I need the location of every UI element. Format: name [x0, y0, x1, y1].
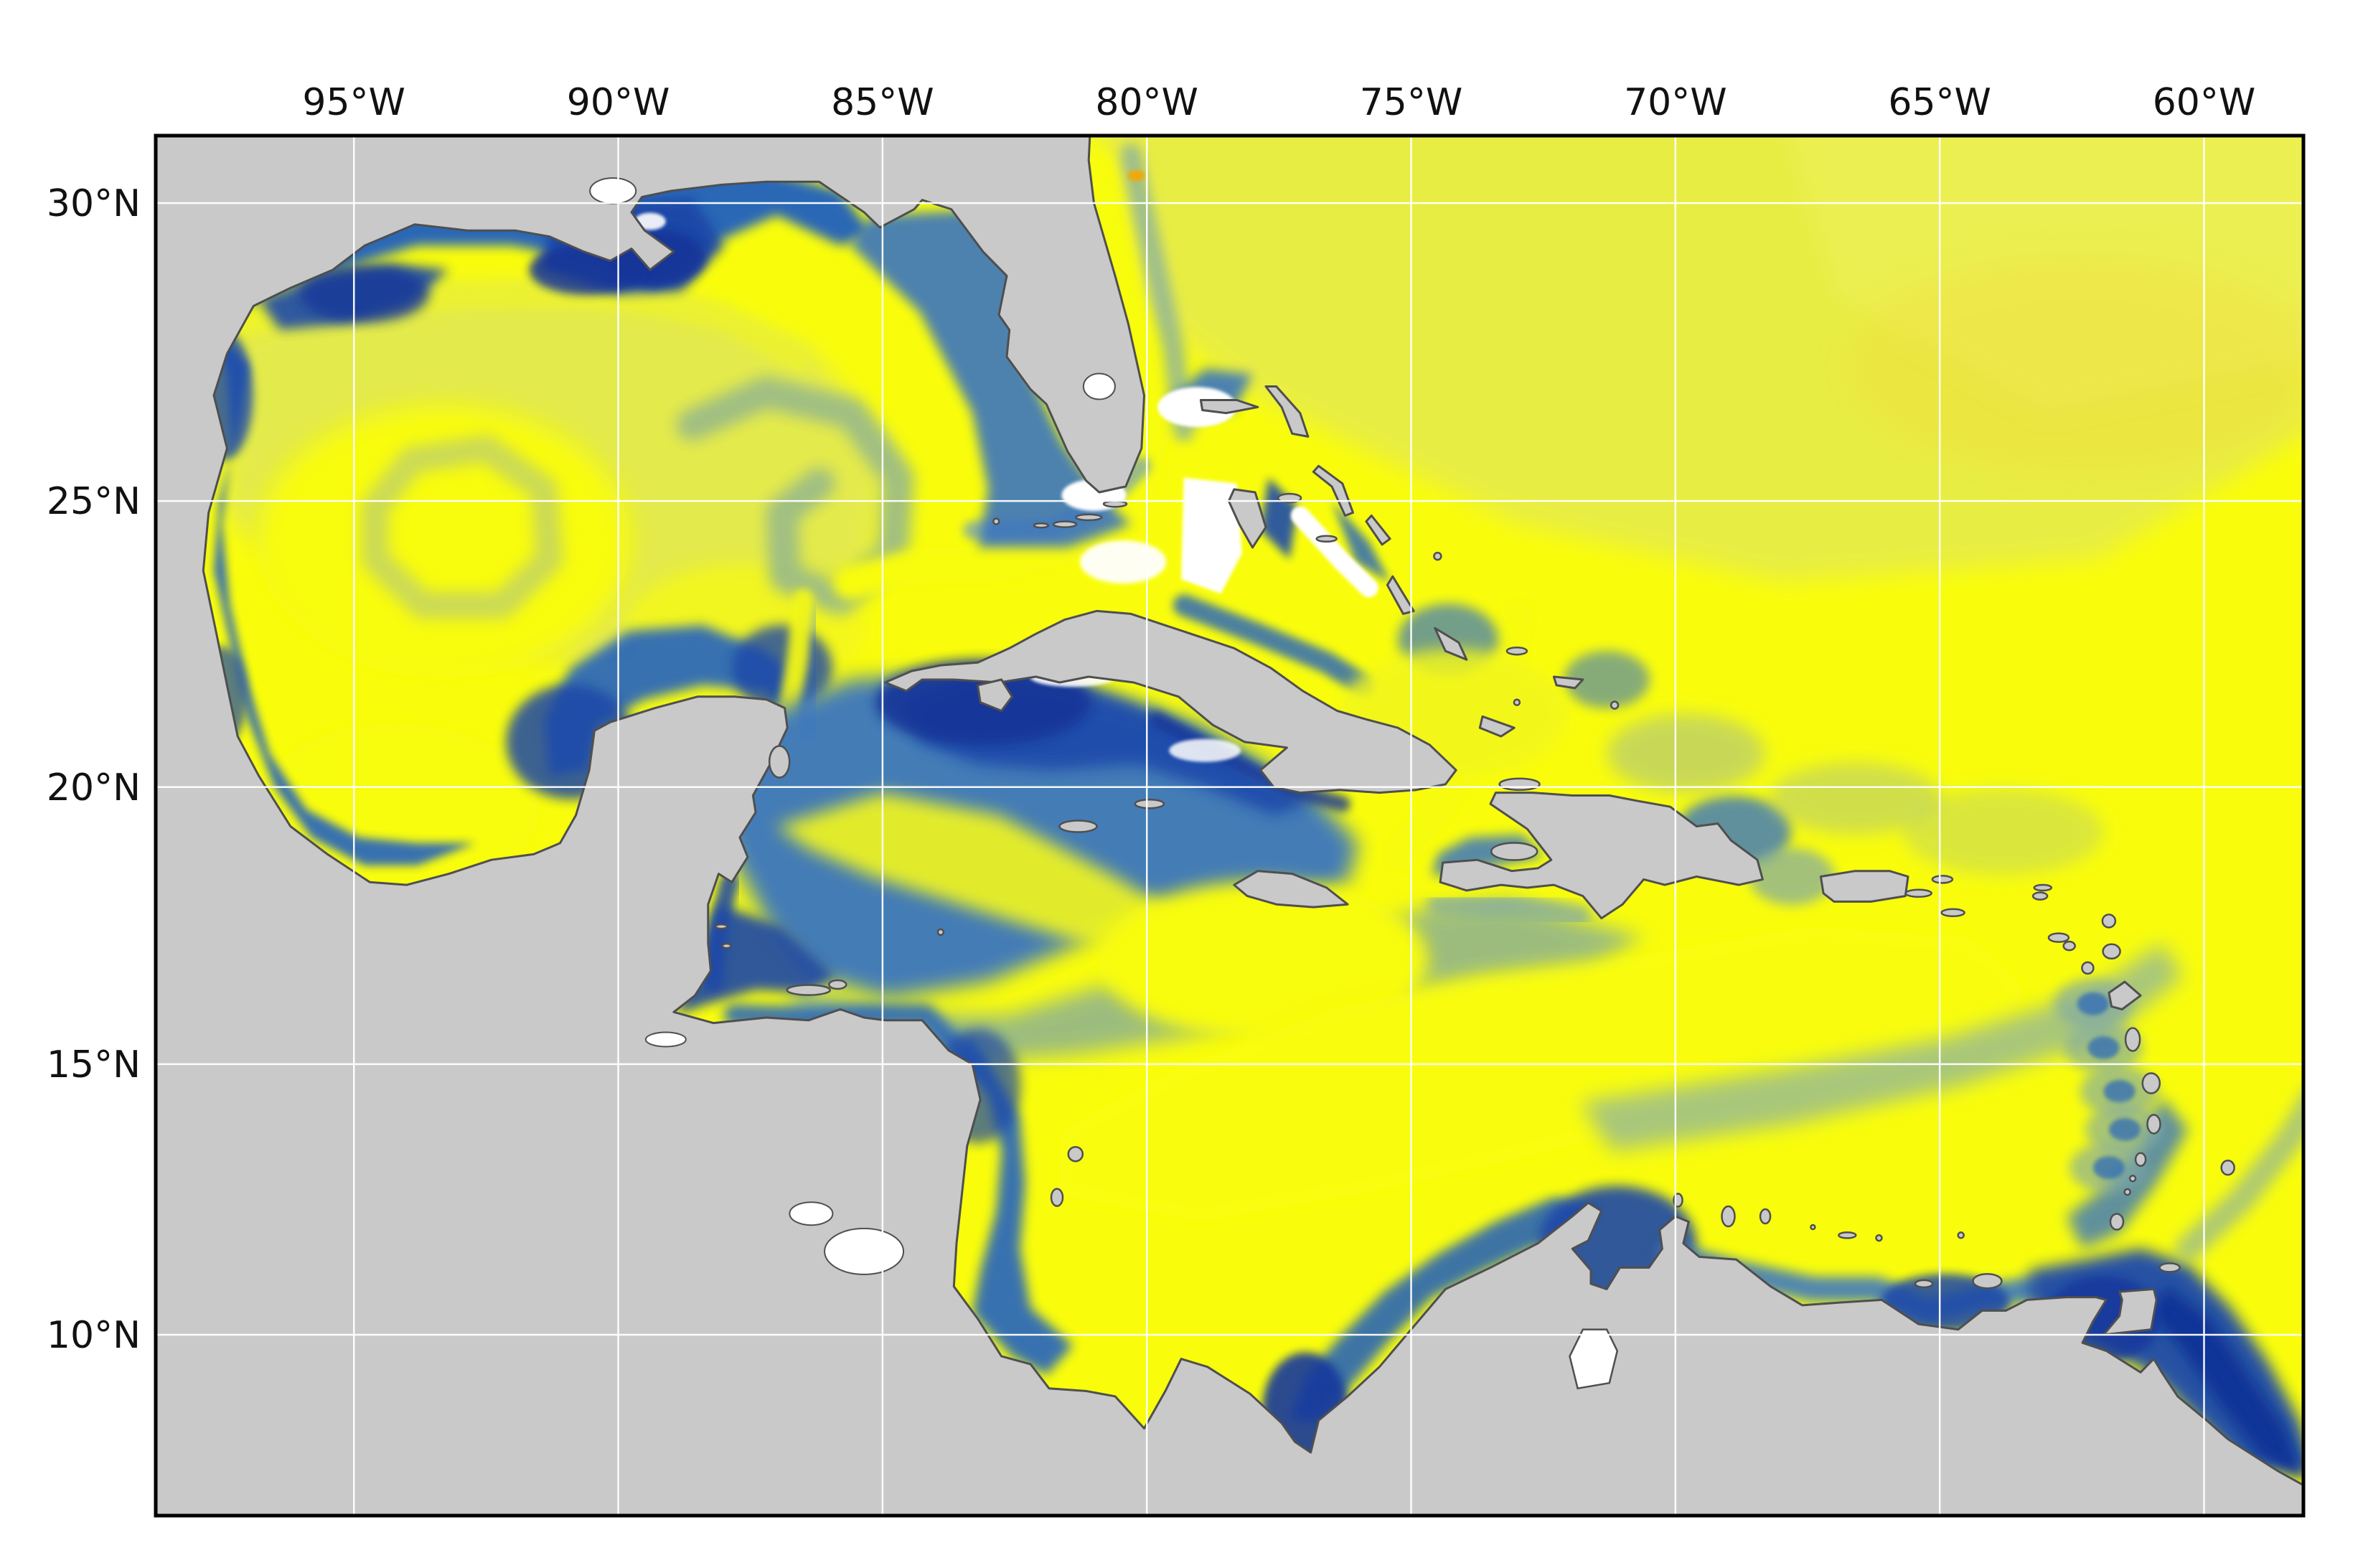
lake-izabal: [644, 1031, 687, 1048]
curacao: [1721, 1205, 1736, 1228]
cayman-brac: [1134, 798, 1165, 809]
isla-de-la-juventud: [977, 678, 1013, 712]
martinique: [2141, 1072, 2161, 1094]
x-tick-label: 80°W: [1095, 81, 1198, 124]
ocean-data-field: [195, 136, 2303, 1479]
vieques: [1904, 888, 1932, 898]
y-tick-label: 25°N: [47, 480, 141, 523]
st-martin: [2031, 891, 2049, 901]
barbuda: [2101, 914, 2117, 929]
lakes: [589, 177, 1619, 1390]
cozumel: [768, 745, 791, 779]
bonaire: [1759, 1208, 1772, 1225]
land-masses: [156, 136, 2303, 1516]
y-tick-label: 30°N: [47, 182, 141, 225]
swan-island: [936, 928, 945, 936]
dry-tortugas: [992, 517, 1000, 525]
turks: [1610, 700, 1620, 710]
grand-cayman: [1058, 820, 1098, 833]
gonave: [1490, 842, 1538, 861]
la-blanquilla: [1957, 1231, 1965, 1239]
lake-managua: [789, 1201, 834, 1226]
cuba: [884, 609, 1457, 794]
san-salvador: [1433, 551, 1442, 561]
cat-island: [1365, 515, 1391, 546]
belize-cays-1: [714, 923, 728, 930]
grenada: [2109, 1213, 2125, 1231]
grenadine-1: [2128, 1174, 2137, 1183]
st-thomas: [1931, 875, 1954, 884]
grenadine-2: [2123, 1188, 2131, 1196]
x-tick-label: 70°W: [1624, 81, 1727, 124]
trinidad: [2102, 1287, 2158, 1336]
margarita: [1972, 1272, 2003, 1290]
graticule: [156, 136, 2303, 1516]
las-aves: [1810, 1224, 1816, 1231]
grand-bahama: [1199, 399, 1259, 415]
x-tick-label: 95°W: [302, 81, 405, 124]
caicos: [1552, 675, 1584, 690]
x-tick-label: 90°W: [567, 81, 670, 124]
florida-keys-3: [1052, 520, 1078, 528]
x-tick-label: 65°W: [1888, 81, 1991, 124]
antigua: [2102, 943, 2121, 960]
montserrat: [2081, 961, 2095, 975]
la-orchila: [1875, 1234, 1883, 1242]
st-croix: [1940, 908, 1965, 918]
lake-nicaragua: [824, 1227, 905, 1275]
lake-pontchartrain: [589, 177, 637, 205]
great-inagua: [1478, 715, 1516, 738]
jamaica: [1233, 870, 1349, 909]
st-vincent: [2134, 1152, 2147, 1167]
lake-maracaibo: [1569, 1328, 1619, 1390]
florida-keys-2: [1074, 513, 1103, 522]
y-tick-label: 10°N: [47, 1314, 141, 1357]
st-lucia: [2146, 1114, 2161, 1135]
long-island: [1386, 575, 1415, 615]
abaco: [1264, 385, 1310, 438]
x-tick-label: 75°W: [1360, 81, 1463, 124]
y-tick-label: 20°N: [47, 766, 141, 809]
nevis: [2062, 940, 2076, 952]
la-tortuga: [1914, 1279, 1934, 1289]
x-tick-label: 60°W: [2153, 81, 2256, 124]
st-kitts: [2047, 932, 2070, 943]
guadeloupe: [2108, 980, 2142, 1010]
florida-keys-4: [1033, 522, 1050, 529]
barbados: [2220, 1159, 2235, 1176]
x-tick-label: 85°W: [831, 81, 934, 124]
dominica: [2124, 1027, 2141, 1052]
lake-okeechobee: [1082, 372, 1116, 400]
exuma: [1315, 535, 1338, 543]
san-andres: [1050, 1188, 1064, 1207]
mainland-americas: [156, 136, 2303, 1516]
tortuga-haiti: [1498, 777, 1541, 792]
hispaniola: [1439, 792, 1764, 920]
map-clip-group: [156, 136, 2303, 1516]
tobago: [2158, 1262, 2181, 1273]
crooked-island: [1434, 626, 1468, 661]
providencia: [1067, 1145, 1084, 1163]
los-roques: [1838, 1231, 1857, 1239]
roatan: [786, 984, 832, 996]
anguilla: [2033, 883, 2053, 892]
eleuthera: [1312, 464, 1354, 517]
map-frame: [154, 133, 2306, 1518]
y-tick-label: 15°N: [47, 1043, 141, 1086]
little-inagua: [1513, 698, 1521, 706]
belize-cays-2: [721, 942, 732, 949]
mayaguana: [1505, 646, 1528, 656]
axis-labels: 95°W 90°W 85°W 80°W 75°W 70°W 65°W 60°W 30°N 25°N…: [47, 81, 2255, 1357]
puerto-rico: [1819, 870, 1909, 903]
guanaja: [828, 979, 847, 990]
